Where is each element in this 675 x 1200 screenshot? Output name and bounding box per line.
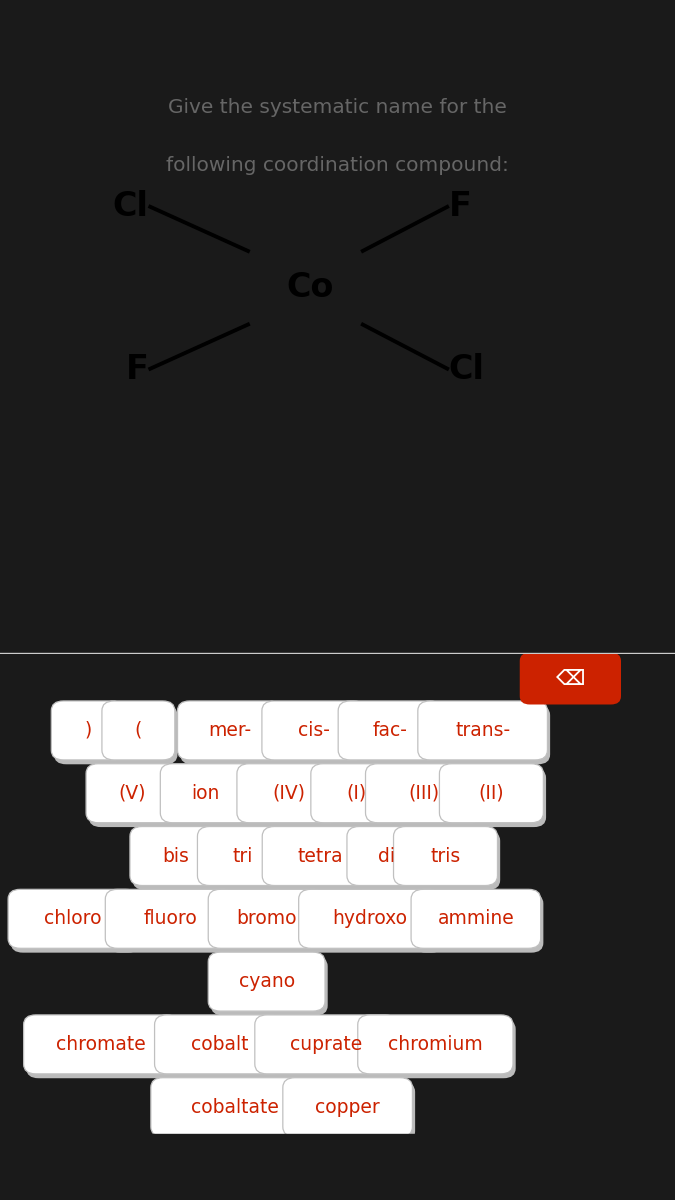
- FancyBboxPatch shape: [257, 1019, 400, 1079]
- FancyBboxPatch shape: [102, 701, 175, 760]
- FancyBboxPatch shape: [421, 706, 550, 764]
- FancyBboxPatch shape: [178, 701, 281, 760]
- FancyBboxPatch shape: [358, 1015, 513, 1074]
- FancyBboxPatch shape: [439, 763, 543, 823]
- FancyBboxPatch shape: [130, 827, 221, 886]
- FancyBboxPatch shape: [414, 894, 543, 953]
- Text: following coordination compound:: following coordination compound:: [166, 156, 509, 175]
- Text: (: (: [135, 721, 142, 740]
- FancyBboxPatch shape: [54, 706, 127, 764]
- FancyBboxPatch shape: [163, 768, 254, 827]
- Text: tris: tris: [431, 846, 460, 865]
- Text: (V): (V): [118, 784, 145, 803]
- Bar: [0, 0, 675, 66]
- FancyBboxPatch shape: [105, 706, 178, 764]
- Text: di: di: [377, 846, 395, 865]
- FancyBboxPatch shape: [411, 889, 541, 948]
- Text: cyano: cyano: [238, 972, 295, 991]
- FancyBboxPatch shape: [313, 768, 405, 827]
- Bar: [0, 1134, 675, 1200]
- FancyBboxPatch shape: [237, 763, 341, 823]
- FancyBboxPatch shape: [211, 894, 328, 953]
- Text: chromate: chromate: [57, 1034, 146, 1054]
- FancyBboxPatch shape: [197, 827, 289, 886]
- FancyBboxPatch shape: [151, 1078, 319, 1136]
- Text: chloro: chloro: [44, 910, 102, 929]
- FancyBboxPatch shape: [26, 1019, 182, 1079]
- Text: (I): (I): [346, 784, 367, 803]
- Text: tetra: tetra: [298, 846, 344, 865]
- FancyBboxPatch shape: [366, 763, 482, 823]
- FancyBboxPatch shape: [161, 763, 251, 823]
- FancyBboxPatch shape: [418, 701, 547, 760]
- Text: trans-: trans-: [455, 721, 510, 740]
- FancyBboxPatch shape: [396, 830, 500, 890]
- Text: fac-: fac-: [373, 721, 408, 740]
- FancyBboxPatch shape: [254, 1015, 397, 1074]
- FancyBboxPatch shape: [89, 768, 180, 827]
- FancyBboxPatch shape: [11, 894, 140, 953]
- Text: cobalt: cobalt: [190, 1034, 248, 1054]
- FancyBboxPatch shape: [208, 952, 325, 1012]
- FancyBboxPatch shape: [341, 706, 445, 764]
- FancyBboxPatch shape: [208, 889, 325, 948]
- Text: Give the systematic name for the: Give the systematic name for the: [168, 97, 507, 116]
- Text: F: F: [449, 190, 472, 222]
- FancyBboxPatch shape: [301, 894, 444, 953]
- Text: Co: Co: [287, 271, 334, 305]
- FancyBboxPatch shape: [105, 889, 235, 948]
- FancyBboxPatch shape: [262, 701, 366, 760]
- FancyBboxPatch shape: [442, 768, 546, 827]
- Text: hydroxo: hydroxo: [332, 910, 408, 929]
- Text: chromium: chromium: [388, 1034, 483, 1054]
- Text: F: F: [126, 353, 148, 386]
- Text: Cl: Cl: [449, 353, 485, 386]
- FancyBboxPatch shape: [310, 763, 402, 823]
- FancyBboxPatch shape: [108, 894, 238, 953]
- FancyBboxPatch shape: [211, 956, 328, 1015]
- FancyBboxPatch shape: [240, 768, 344, 827]
- FancyBboxPatch shape: [86, 763, 178, 823]
- Text: bromo: bromo: [236, 910, 297, 929]
- Text: tri: tri: [233, 846, 253, 865]
- FancyBboxPatch shape: [369, 768, 485, 827]
- FancyBboxPatch shape: [200, 830, 291, 890]
- FancyBboxPatch shape: [298, 889, 441, 948]
- FancyBboxPatch shape: [155, 1015, 284, 1074]
- Text: (III): (III): [408, 784, 439, 803]
- FancyBboxPatch shape: [394, 827, 497, 886]
- FancyBboxPatch shape: [360, 1019, 516, 1079]
- FancyBboxPatch shape: [262, 827, 379, 886]
- Text: mer-: mer-: [208, 721, 251, 740]
- Text: copper: copper: [315, 1098, 380, 1117]
- Text: fluoro: fluoro: [143, 910, 197, 929]
- FancyBboxPatch shape: [520, 653, 621, 704]
- FancyBboxPatch shape: [286, 1082, 415, 1141]
- Text: bis: bis: [162, 846, 189, 865]
- FancyBboxPatch shape: [157, 1019, 287, 1079]
- FancyBboxPatch shape: [283, 1078, 412, 1136]
- Text: cis-: cis-: [298, 721, 330, 740]
- FancyBboxPatch shape: [338, 701, 442, 760]
- FancyBboxPatch shape: [265, 830, 381, 890]
- FancyBboxPatch shape: [265, 706, 369, 764]
- Text: cuprate: cuprate: [290, 1034, 362, 1054]
- FancyBboxPatch shape: [180, 706, 284, 764]
- FancyBboxPatch shape: [347, 827, 425, 886]
- FancyBboxPatch shape: [8, 889, 138, 948]
- FancyBboxPatch shape: [153, 1082, 322, 1141]
- FancyBboxPatch shape: [132, 830, 224, 890]
- Text: ammine: ammine: [437, 910, 514, 929]
- Text: (II): (II): [479, 784, 504, 803]
- FancyBboxPatch shape: [24, 1015, 179, 1074]
- FancyBboxPatch shape: [51, 701, 124, 760]
- FancyBboxPatch shape: [350, 830, 428, 890]
- Text: Cl: Cl: [113, 190, 148, 222]
- Text: ): ): [84, 721, 91, 740]
- Text: (IV): (IV): [273, 784, 305, 803]
- Text: ⌫: ⌫: [556, 668, 585, 689]
- Text: cobaltate: cobaltate: [191, 1098, 279, 1117]
- Text: ion: ion: [192, 784, 220, 803]
